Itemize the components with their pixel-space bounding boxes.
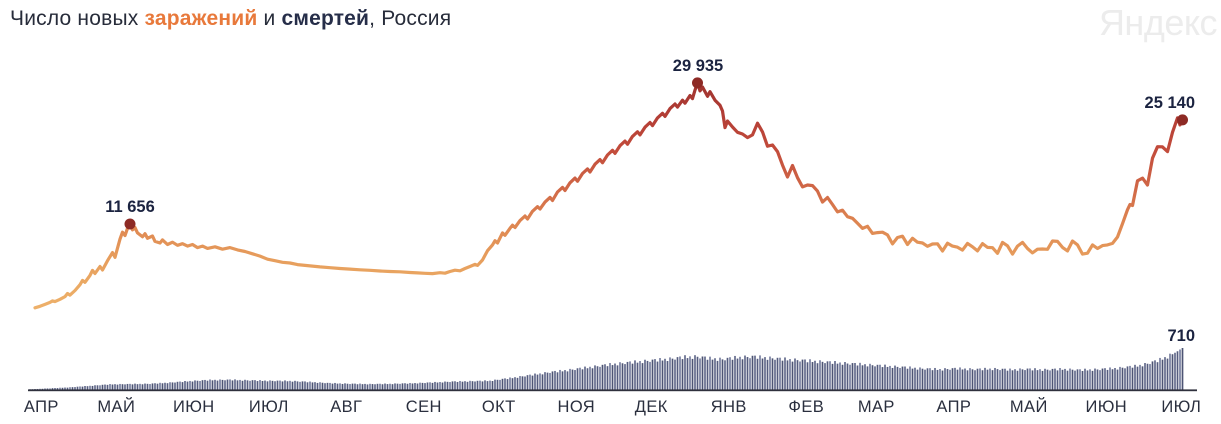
- x-axis-month-label: АВГ: [330, 398, 363, 416]
- x-axis-month-label: ОКТ: [481, 398, 516, 416]
- peak-value-label: 25 140: [1144, 94, 1195, 112]
- peak-dot: [692, 77, 703, 89]
- title-infections-word: заражений: [144, 7, 258, 30]
- yandex-logo: Яндекс: [1098, 2, 1218, 43]
- x-axis-month-label: ЯНВ: [710, 398, 747, 416]
- chart-title: Число новых заражений и смертей, Россия: [10, 7, 451, 31]
- x-axis-month-label: МАР: [857, 398, 895, 416]
- x-axis-month-label: МАЙ: [97, 398, 136, 416]
- peak-value-label: 11 656: [105, 198, 155, 216]
- x-axis-month-label: МАЙ: [1009, 398, 1048, 416]
- title-part2: и: [257, 7, 282, 30]
- x-axis-month-label: СЕН: [405, 398, 442, 416]
- deaths-bars: [29, 348, 1184, 390]
- peak-dot: [1177, 114, 1188, 126]
- x-axis-month-label: АПР: [23, 398, 59, 416]
- x-axis-month-label: ИЮН: [172, 398, 215, 416]
- x-axis-month-label: НОЯ: [557, 398, 596, 416]
- x-axis-month-label: АПР: [936, 398, 972, 416]
- peak-value-label: 29 935: [672, 57, 724, 75]
- title-deaths-word: смертей: [281, 7, 370, 30]
- peak-dot: [124, 218, 136, 230]
- x-axis-month-label: ИЮЛ: [248, 398, 289, 416]
- x-axis-line: [28, 389, 1197, 392]
- x-axis-month-label: ФЕВ: [788, 398, 825, 416]
- peak-value-label: 710: [1167, 327, 1195, 345]
- title-part3: , Россия: [369, 7, 452, 30]
- title-part1: Число новых: [10, 7, 145, 30]
- x-axis-month-label: ИЮЛ: [1161, 398, 1202, 416]
- x-axis-month-label: ДЕК: [634, 398, 668, 416]
- x-axis-month-label: ИЮН: [1085, 398, 1128, 416]
- infections-line: [33, 81, 1185, 310]
